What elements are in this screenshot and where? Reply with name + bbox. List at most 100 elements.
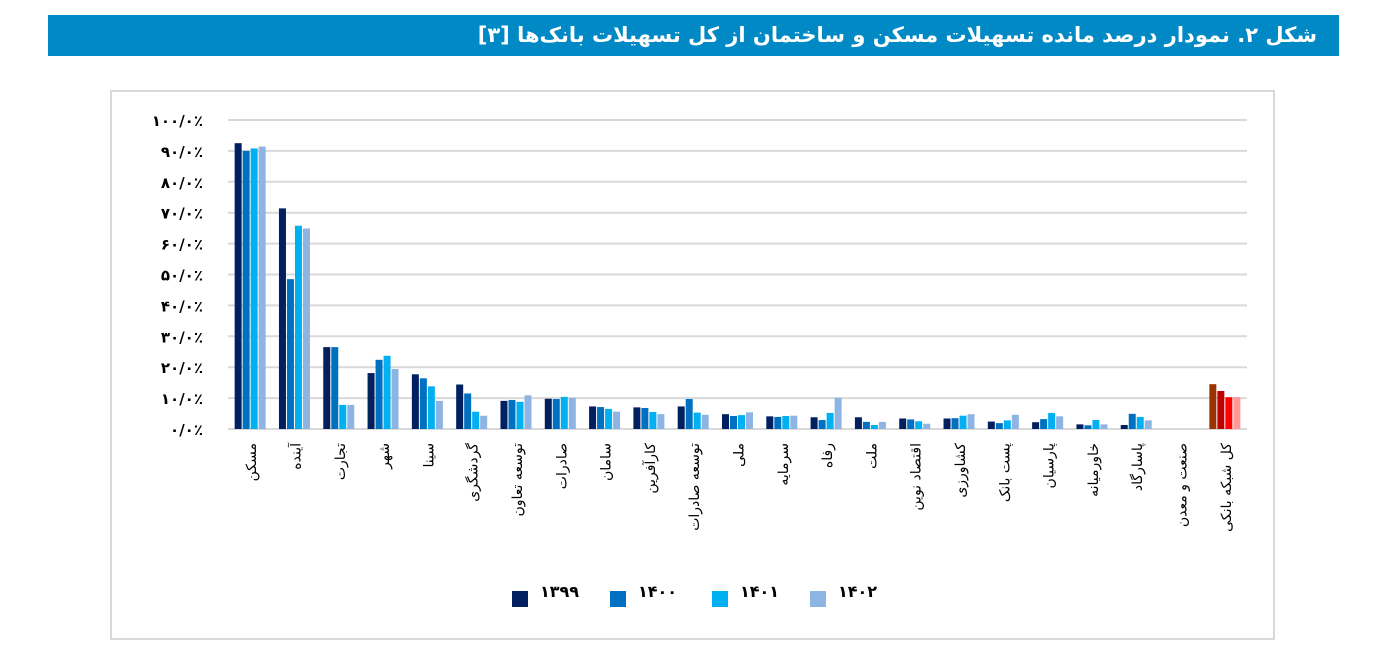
bar: [258, 146, 266, 429]
bar: [1120, 424, 1128, 429]
bar: [524, 395, 532, 429]
x-tick-label: توسعه صادرات: [687, 443, 703, 531]
x-tick-label: توسعه تعاون: [510, 443, 526, 517]
y-tick-label: ۱۰۰/۰٪: [152, 112, 203, 130]
y-tick-label: ۲۰/۰٪: [161, 359, 203, 377]
bar: [435, 400, 443, 429]
bar: [1011, 414, 1019, 429]
bar: [278, 208, 286, 429]
bar: [782, 416, 790, 429]
x-tick-label: سینا: [421, 443, 437, 467]
bar: [383, 355, 391, 429]
bar: [693, 412, 701, 429]
legend-label: ۱۳۹۹: [540, 582, 579, 601]
bar: [294, 225, 302, 429]
x-tick-label: کارآفرین: [642, 443, 659, 494]
bar: [250, 148, 258, 430]
bar: [1092, 420, 1100, 429]
bar: [943, 418, 951, 429]
x-tick-label: صنعت و معدن: [1175, 443, 1191, 527]
y-tick-label: ۶۰/۰٪: [161, 236, 203, 254]
x-tick-label: پاسارگاد: [1129, 443, 1146, 491]
bar: [951, 418, 959, 429]
bar: [907, 419, 915, 429]
bar: [1144, 420, 1152, 429]
bar: [967, 414, 975, 429]
x-tick-label: ملت: [864, 443, 880, 469]
bar: [456, 384, 464, 429]
bar: [323, 347, 331, 429]
bar: [641, 407, 649, 429]
bar: [878, 421, 886, 429]
bar: [854, 417, 862, 429]
bar: [1048, 412, 1056, 429]
bar: [1136, 416, 1144, 429]
legend-swatch: [610, 591, 626, 607]
bar: [633, 407, 641, 429]
bar: [480, 415, 488, 429]
x-tick-label: کشاورزی: [953, 443, 969, 498]
legend-swatch: [810, 591, 826, 607]
bar: [391, 369, 399, 429]
y-tick-label: ۴۰/۰٪: [161, 297, 203, 315]
bar: [419, 378, 427, 429]
bar: [923, 423, 931, 429]
bar: [995, 423, 1003, 429]
bar: [427, 386, 435, 429]
bar: [834, 397, 842, 429]
x-tick-label: صادرات: [554, 443, 570, 489]
bar: [347, 404, 355, 429]
bar: [649, 412, 657, 429]
x-tick-label: کل شبکه بانکی: [1219, 443, 1235, 532]
bar: [862, 421, 870, 429]
bar: [242, 150, 250, 429]
bar: [1056, 416, 1064, 429]
bar: [746, 412, 753, 429]
bar: [411, 374, 419, 429]
x-tick-label: خاورمیانه: [1086, 443, 1102, 497]
bar: [1003, 420, 1011, 429]
bar: [331, 347, 339, 429]
bar: [1076, 424, 1084, 429]
y-tick-label: ۵۰/۰٪: [161, 267, 203, 285]
bar: [339, 404, 347, 429]
bar: [597, 407, 605, 429]
y-tick-label: ۰/۰٪: [170, 421, 203, 439]
bar: [899, 418, 907, 429]
bar: [774, 416, 782, 429]
bar: [685, 399, 693, 429]
legend-label: ۱۴۰۲: [838, 582, 877, 601]
bar: [766, 416, 774, 429]
bar: [464, 393, 472, 429]
bar: [516, 401, 524, 429]
bar: [302, 228, 310, 429]
x-tick-label: سامان: [599, 443, 615, 481]
bar: [1217, 390, 1225, 429]
x-tick-label: گردشگری: [465, 443, 482, 502]
legend-label: ۱۴۰۰: [638, 582, 677, 601]
bar: [1233, 397, 1241, 429]
bar: [613, 411, 621, 429]
x-tick-label: رفاه: [820, 443, 836, 468]
bar: [508, 399, 516, 429]
chart-frame: [110, 90, 1275, 640]
bar: [722, 414, 729, 429]
x-tick-label: پارسیان: [1042, 443, 1058, 489]
legend-swatch: [512, 591, 528, 607]
bar: [738, 415, 745, 429]
y-tick-label: ۷۰/۰٪: [161, 205, 203, 223]
y-tick-label: ۸۰/۰٪: [161, 174, 203, 192]
legend-label: ۱۴۰۱: [740, 582, 779, 601]
bar: [375, 359, 383, 429]
y-tick-label: ۱۰/۰٪: [161, 390, 203, 408]
bar: [1032, 422, 1040, 429]
x-tick-label: ملی: [732, 443, 748, 467]
bar: [870, 424, 878, 429]
bar: [234, 143, 242, 430]
bar: [286, 279, 294, 429]
bar: [568, 397, 576, 429]
legend-swatch: [712, 591, 728, 607]
bar: [987, 421, 995, 429]
y-tick-label: ۹۰/۰٪: [161, 143, 203, 161]
